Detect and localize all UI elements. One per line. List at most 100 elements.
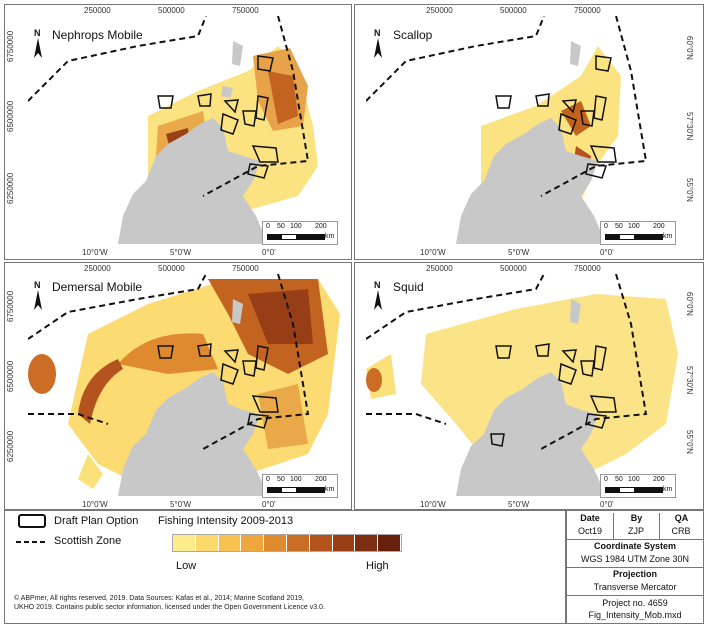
scalebar-bar — [605, 487, 663, 493]
scalebar-tick: 0 — [604, 223, 608, 230]
project-row: Project no. 4659 Fig_Intensity_Mob.mxd — [567, 595, 703, 623]
ramp-swatch — [173, 535, 196, 551]
x-tick-label: 750000 — [232, 264, 259, 273]
lat-tick-label: 60°0'N — [685, 292, 694, 316]
scalebar-unit: km — [663, 233, 673, 240]
lon-tick-label: 5°0'W — [508, 248, 530, 257]
title-block: Date By QA Oct19 ZJP CRB Coordinate Syst… — [566, 510, 704, 624]
scalebar-unit: km — [663, 486, 673, 493]
map-frame-squid — [354, 262, 704, 510]
draft-plan-options[interactable] — [495, 55, 617, 179]
shetland-islands — [232, 299, 243, 324]
x-tick-label: 500000 — [500, 264, 527, 273]
by-label: By — [613, 513, 659, 539]
scalebar: 0 50 100 200 km — [262, 221, 338, 245]
ramp-swatch — [332, 535, 356, 551]
ramp-swatch — [355, 535, 379, 551]
project-number: Project no. 4659 — [602, 598, 668, 608]
lon-tick-label: 10°0'W — [420, 248, 446, 257]
x-tick-label: 250000 — [84, 6, 111, 15]
scalebar-tick: 0 — [266, 476, 270, 483]
x-tick-label: 250000 — [426, 264, 453, 273]
ramp-swatch — [195, 535, 219, 551]
scalebar-tick: 200 — [653, 476, 665, 483]
qa-value: CRB — [671, 526, 691, 536]
proj-label: Projection — [612, 569, 657, 579]
scalebar-bar — [605, 234, 663, 240]
y-tick-label: 6250000 — [6, 430, 15, 462]
lon-tick-label: 5°0'W — [170, 500, 192, 509]
legend-high-label: High — [366, 560, 389, 572]
ramp-swatch — [286, 535, 310, 551]
credits: © ABPmer, All rights reserved, 2019. Dat… — [14, 594, 554, 612]
legend-low-label: Low — [176, 560, 197, 572]
qa-label: QA — [659, 513, 703, 539]
y-tick-label: 6500000 — [6, 360, 15, 392]
panel-title: Demersal Mobile — [52, 280, 143, 294]
lon-tick-label: 0°0' — [600, 500, 614, 509]
lat-tick-label: 55°0'N — [685, 178, 694, 202]
scalebar-unit: km — [325, 486, 335, 493]
scalebar-bar — [267, 234, 325, 240]
scalebar-tick: 200 — [653, 223, 665, 230]
map-panel-squid[interactable] — [366, 274, 678, 496]
proj-row: Projection Transverse Mercator — [567, 567, 703, 596]
intensity-color-ramp — [172, 534, 402, 552]
north-arrow-icon: N — [374, 280, 382, 310]
scottish-zone-swatch — [16, 541, 48, 543]
file-name: Fig_Intensity_Mob.mxd — [588, 610, 682, 620]
by-value: ZJP — [627, 526, 644, 536]
map-panel-nephrops[interactable] — [28, 16, 340, 244]
map-canvas-scallop — [366, 16, 648, 244]
map-canvas-demersal — [28, 274, 340, 496]
date-label: Date — [580, 513, 600, 523]
legend-scottish-zone-label: Scottish Zone — [54, 535, 122, 547]
scottish-zone-boundary — [28, 274, 310, 450]
x-tick-label: 750000 — [574, 264, 601, 273]
lon-tick-label: 10°0'W — [420, 500, 446, 509]
north-label: N — [34, 28, 41, 38]
north-arrow-icon: N — [34, 280, 42, 310]
lon-tick-label: 0°0' — [262, 500, 276, 509]
map-frame-nephrops — [4, 4, 352, 260]
coord-label: Coordinate System — [593, 541, 677, 551]
lat-tick-label: 60°0'N — [685, 36, 694, 60]
lon-tick-label: 5°0'W — [508, 500, 530, 509]
lon-tick-label: 0°0' — [262, 248, 276, 257]
legend-fishing-title: Fishing Intensity 2009-2013 — [158, 515, 294, 527]
panel-title: Scallop — [393, 28, 433, 42]
lat-tick-label: 57°30'N — [685, 112, 694, 141]
ramp-swatch — [264, 535, 287, 551]
ramp-swatch — [241, 535, 265, 551]
scalebar-tick: 50 — [277, 476, 285, 483]
scalebar-tick: 50 — [615, 223, 623, 230]
draft-plan-options[interactable] — [157, 55, 279, 179]
scotland-landmass — [118, 118, 268, 244]
meta-row: Date By QA Oct19 ZJP CRB — [567, 511, 703, 540]
draft-plan-options[interactable] — [157, 343, 279, 429]
north-label: N — [374, 280, 381, 290]
lat-tick-label: 55°0'N — [685, 430, 694, 454]
credit-line: © ABPmer, All rights reserved, 2019. Dat… — [14, 595, 304, 602]
shetland-islands — [570, 41, 581, 66]
x-tick-label: 750000 — [232, 6, 259, 15]
proj-value: Transverse Mercator — [593, 582, 677, 592]
x-tick-label: 250000 — [426, 6, 453, 15]
scalebar-tick: 50 — [277, 223, 285, 230]
scalebar: 0 50 100 200 km — [262, 474, 338, 498]
scalebar-tick: 100 — [628, 476, 640, 483]
map-frame-demersal — [4, 262, 352, 510]
panel-title: Nephrops Mobile — [52, 28, 143, 42]
lon-tick-label: 5°0'W — [170, 248, 192, 257]
x-tick-label: 500000 — [158, 264, 185, 273]
scotland-landmass — [456, 372, 606, 496]
draft-plan-swatch — [18, 514, 46, 528]
y-tick-label: 6750000 — [6, 30, 15, 62]
map-panel-scallop[interactable] — [366, 16, 678, 244]
draft-plan-options[interactable] — [490, 343, 617, 447]
orkney-islands — [221, 86, 233, 98]
map-panel-demersal[interactable] — [28, 274, 340, 496]
coord-value: WGS 1984 UTM Zone 30N — [580, 554, 690, 564]
y-tick-label: 6500000 — [6, 100, 15, 132]
map-canvas-nephrops — [28, 16, 318, 244]
